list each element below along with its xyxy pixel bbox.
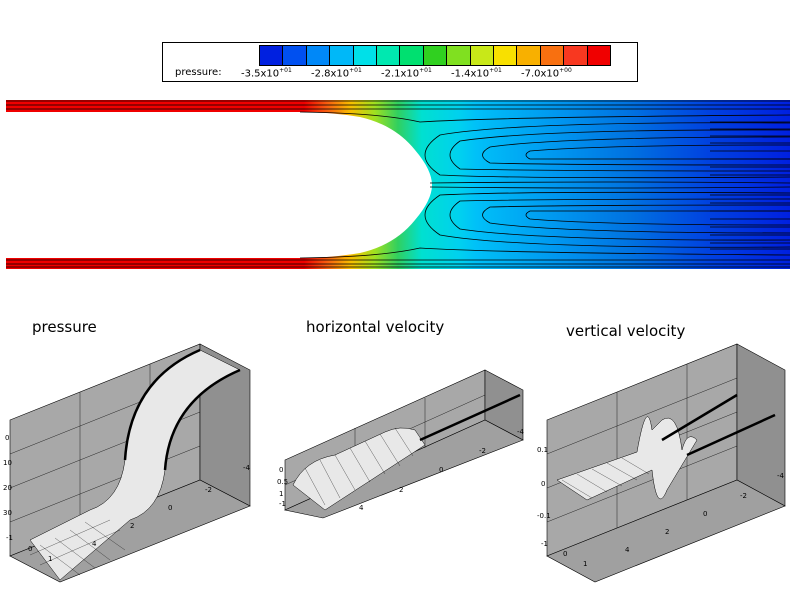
legend-swatch-6 bbox=[400, 46, 424, 65]
channel-flow-contour bbox=[6, 100, 791, 269]
pressure-tick-30: 30 bbox=[3, 509, 12, 517]
vertical-velocity-surface-plot: 0.1 0 -0.1 -1 0 1 4 2 0 -2 -4 bbox=[537, 343, 786, 583]
legend-title: pressure: bbox=[175, 67, 222, 78]
vertical-tick-x-neg2: -2 bbox=[740, 492, 747, 500]
vertical-tick-x-0: 0 bbox=[703, 510, 707, 518]
pressure-tick-x-4: 4 bbox=[92, 540, 97, 548]
streamlines bbox=[6, 100, 791, 268]
pressure-legend: pressure: -3.5x10+01 -2.8x10+01 -2.1x10+… bbox=[162, 42, 638, 82]
vertical-tick-0-1: 0.1 bbox=[537, 446, 548, 454]
legend-label-3: -2.1x10+01 bbox=[381, 67, 432, 80]
horizontal-velocity-surface bbox=[292, 427, 426, 511]
legend-swatch-14 bbox=[587, 46, 611, 65]
vertical-tick-x-2: 2 bbox=[665, 528, 669, 536]
horizontal-tick-x-2: 2 bbox=[399, 486, 403, 494]
vertical-tick-x-4: 4 bbox=[625, 546, 630, 554]
pressure-tick-x-0: 0 bbox=[168, 504, 172, 512]
vertical-tick-y-0: 0 bbox=[563, 550, 567, 558]
bubble-region bbox=[6, 112, 432, 258]
vertical-panel-title: vertical velocity bbox=[566, 322, 686, 340]
legend-swatch-13 bbox=[564, 46, 588, 65]
legend-swatch-5 bbox=[377, 46, 401, 65]
vertical-tick-0: 0 bbox=[541, 480, 545, 488]
legend-label-2: -2.8x10+01 bbox=[311, 67, 362, 80]
horizontal-tick-x-0: 0 bbox=[439, 466, 443, 474]
pressure-tick-10: 10 bbox=[3, 459, 12, 467]
vertical-tick-x-neg4: -4 bbox=[777, 472, 785, 480]
legend-swatch-10 bbox=[494, 46, 518, 65]
horizontal-tick-x-neg4: -4 bbox=[517, 428, 525, 436]
legend-label-4: -1.4x10+01 bbox=[451, 67, 502, 80]
vertical-tick-y-1: 1 bbox=[583, 560, 587, 568]
legend-swatch-0 bbox=[260, 46, 284, 65]
horizontal-tick-x-neg2: -2 bbox=[479, 447, 486, 455]
pressure-tick-0: 0 bbox=[5, 434, 9, 442]
legend-swatch-11 bbox=[517, 46, 541, 65]
legend-label-1: -3.5x10+01 bbox=[241, 67, 292, 80]
pressure-tick-x-2: 2 bbox=[130, 522, 134, 530]
vertical-tick-y-neg1: -1 bbox=[541, 540, 548, 548]
legend-swatch-4 bbox=[353, 46, 378, 65]
pressure-tick-20: 20 bbox=[3, 484, 12, 492]
legend-swatch-12 bbox=[540, 46, 565, 65]
horizontal-tick-1: 1 bbox=[279, 490, 283, 498]
legend-colorbar bbox=[259, 45, 611, 66]
pressure-tick-y-neg1: -1 bbox=[6, 534, 13, 542]
legend-swatch-7 bbox=[423, 46, 448, 65]
horizontal-tick-x-4: 4 bbox=[359, 504, 364, 512]
horizontal-panel-title: horizontal velocity bbox=[306, 318, 445, 336]
legend-swatch-9 bbox=[470, 46, 495, 65]
legend-label-5: -7.0x10+00 bbox=[521, 67, 572, 80]
vertical-velocity-surface bbox=[556, 416, 698, 501]
pressure-tick-y-1: 1 bbox=[48, 555, 52, 563]
horizontal-velocity-surface-plot: 0 0.5 1 -1 4 2 0 -2 -4 bbox=[277, 369, 525, 519]
vertical-tick-neg0-1: -0.1 bbox=[537, 512, 551, 520]
horizontal-tick-neg1: -1 bbox=[279, 500, 286, 508]
pressure-tick-y-0: 0 bbox=[28, 545, 32, 553]
horizontal-tick-0-5: 0.5 bbox=[277, 478, 288, 486]
legend-swatch-3 bbox=[330, 46, 354, 65]
pressure-tick-x-neg4: -4 bbox=[243, 464, 251, 472]
horizontal-tick-0: 0 bbox=[279, 466, 283, 474]
legend-swatch-2 bbox=[306, 46, 331, 65]
pressure-panel-title: pressure bbox=[32, 318, 97, 336]
legend-swatch-8 bbox=[447, 46, 471, 65]
pressure-tick-x-neg2: -2 bbox=[205, 486, 212, 494]
legend-swatch-1 bbox=[283, 46, 307, 65]
pressure-surface-plot: 0 10 20 30 -1 0 1 4 2 0 -2 -4 bbox=[3, 343, 251, 583]
